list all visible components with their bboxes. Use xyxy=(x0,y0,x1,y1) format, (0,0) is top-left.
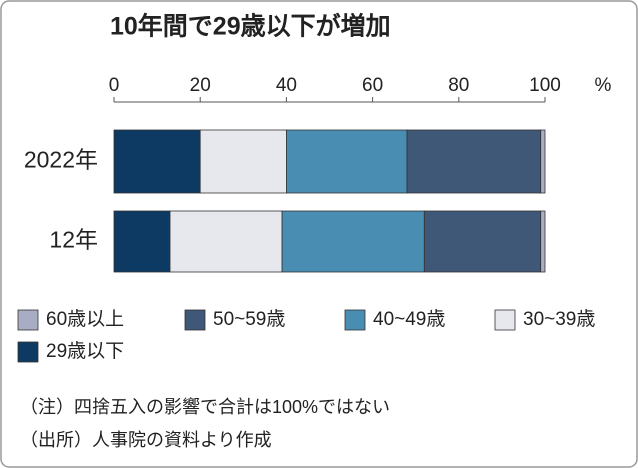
x-tick-label: 0 xyxy=(109,75,120,96)
x-tick-label: 20 xyxy=(190,75,211,96)
bar-segment xyxy=(285,129,408,194)
x-tick-label: 80 xyxy=(448,75,469,96)
legend-swatch xyxy=(494,309,516,331)
bar-segment xyxy=(281,210,425,273)
unit-label: % xyxy=(595,75,612,96)
legend-label: 29歳以下 xyxy=(46,340,124,362)
x-tick-label: 40 xyxy=(276,75,297,96)
note: （注）四捨五入の影響で合計は100%ではない xyxy=(20,397,390,417)
legend-label: 50~59歳 xyxy=(213,308,285,330)
legend-swatch xyxy=(17,341,39,363)
x-tick-label: 100 xyxy=(529,75,561,96)
chart-title: 10年間で29歳以下が増加 xyxy=(110,12,391,41)
legend-label: 60歳以上 xyxy=(46,308,124,330)
legend-swatch xyxy=(184,309,206,331)
bar-segment xyxy=(540,210,546,273)
bar-segment xyxy=(423,210,542,273)
y-tick-label: 2022年 xyxy=(24,147,98,173)
legend-swatch xyxy=(17,309,39,331)
bar-segment xyxy=(406,129,542,194)
legend-label: 40~49歳 xyxy=(373,308,445,330)
bar-segment xyxy=(540,129,546,194)
legend-label: 30~39歳 xyxy=(523,308,595,330)
x-tick-label: 60 xyxy=(362,75,383,96)
note: （出所）人事院の資料より作成 xyxy=(20,430,272,450)
bar-segment xyxy=(113,129,201,194)
bar-segment xyxy=(199,129,287,194)
y-tick-label: 12年 xyxy=(49,227,98,253)
bar-segment xyxy=(169,210,283,273)
bar-segment xyxy=(113,210,171,273)
legend-swatch xyxy=(344,309,366,331)
